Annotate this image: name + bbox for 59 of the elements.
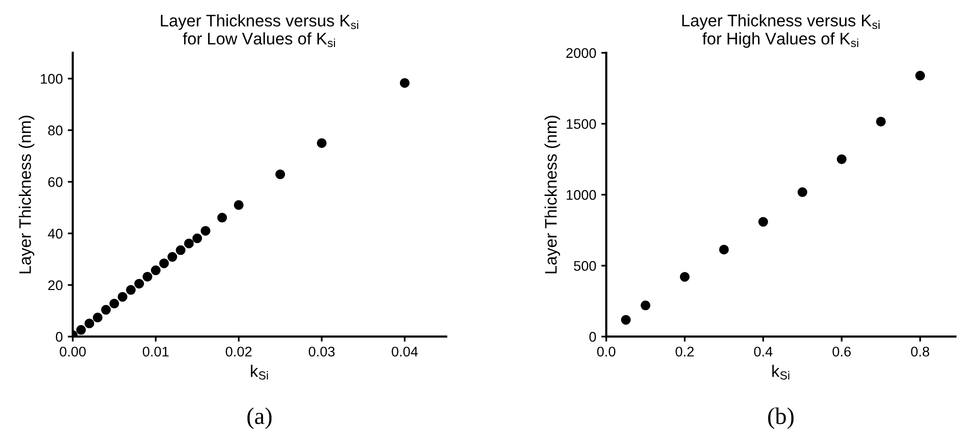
x-axis-title: k$_{Si}$ bbox=[250, 364, 268, 380]
point bbox=[184, 238, 194, 248]
point bbox=[316, 138, 327, 148]
point bbox=[640, 300, 650, 310]
point bbox=[621, 314, 631, 325]
x-tick-label: 0.01 bbox=[142, 346, 169, 357]
y-tick-label: 1000 bbox=[566, 190, 596, 200]
x-tick-label: 0.04 bbox=[392, 346, 418, 357]
point bbox=[836, 154, 847, 164]
point bbox=[680, 272, 690, 282]
point bbox=[798, 187, 808, 198]
point bbox=[150, 265, 161, 276]
point bbox=[217, 212, 227, 223]
point bbox=[176, 245, 186, 256]
y-tick-label: 40 bbox=[48, 228, 62, 239]
chart-title: Layer Thickness versus K$_{si}$ for Low Values of K$_{si}$ bbox=[160, 14, 358, 48]
x-tick-label: 0.2 bbox=[676, 346, 694, 357]
point bbox=[159, 258, 169, 268]
y-tick-label: 2000 bbox=[566, 48, 596, 58]
y-tick-label: 0 bbox=[589, 332, 596, 342]
x-tick-label: 0.8 bbox=[911, 346, 930, 357]
x-tick-label: 0.03 bbox=[308, 346, 335, 357]
point bbox=[200, 226, 210, 236]
chart-title: Layer Thickness versus K$_{si}$ for High Values of K$_{si}$ bbox=[682, 14, 880, 48]
point bbox=[142, 272, 152, 282]
y-tick-label: 500 bbox=[574, 260, 596, 271]
x-tick-label: 0.02 bbox=[226, 346, 252, 357]
x-axis-title: k$_{Si}$ bbox=[772, 364, 790, 380]
point bbox=[192, 233, 202, 244]
y-tick-label: 80 bbox=[48, 126, 62, 136]
y-tick-label: 20 bbox=[48, 280, 62, 290]
point bbox=[719, 244, 729, 254]
point bbox=[84, 318, 94, 328]
x-tick-label: 0.00 bbox=[60, 346, 86, 357]
x-tick-label: 0.6 bbox=[832, 346, 851, 357]
y-axis-title: Layer Thickness (nm) bbox=[544, 116, 560, 274]
y-tick-label: 100 bbox=[40, 74, 62, 84]
point bbox=[76, 325, 86, 335]
point bbox=[234, 200, 244, 210]
x-tick-label: 0.0 bbox=[597, 346, 616, 357]
y-tick-label: 60 bbox=[48, 177, 62, 187]
point bbox=[275, 169, 286, 180]
point bbox=[876, 116, 886, 126]
x-tick-label: 0.4 bbox=[754, 346, 772, 357]
text: (a) bbox=[247, 408, 272, 429]
point bbox=[134, 278, 144, 289]
point bbox=[92, 312, 103, 322]
y-tick-label: 1500 bbox=[566, 119, 596, 129]
point bbox=[400, 78, 410, 88]
text: (b) bbox=[768, 408, 794, 429]
point bbox=[109, 298, 120, 308]
point bbox=[758, 216, 768, 227]
point bbox=[167, 252, 178, 262]
point bbox=[101, 304, 111, 315]
point bbox=[118, 292, 128, 302]
y-axis-title: Layer Thickness (nm) bbox=[18, 116, 34, 274]
y-tick-label: 0 bbox=[56, 332, 62, 342]
point bbox=[915, 70, 925, 81]
point bbox=[126, 285, 136, 295]
